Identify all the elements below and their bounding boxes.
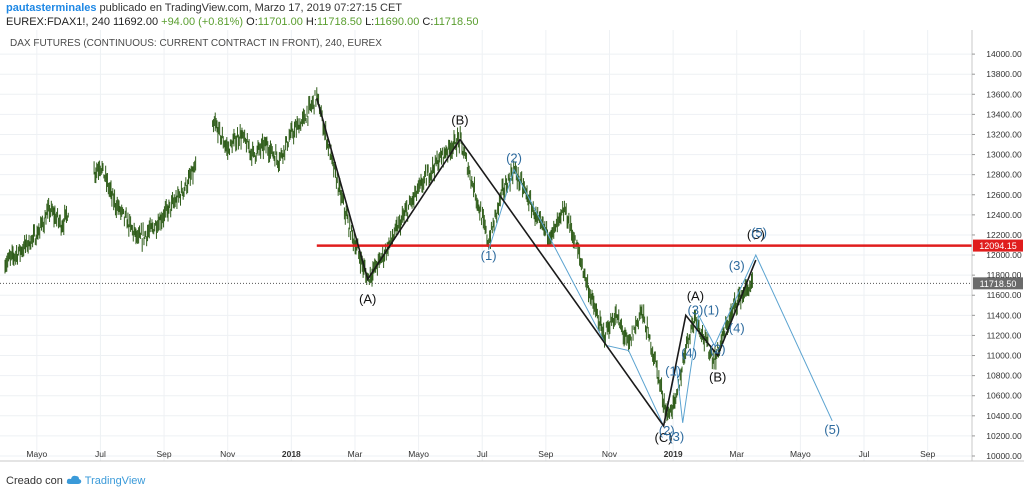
y-tick-label: 11000.00 xyxy=(987,351,1022,361)
wave-labels: (A)(B)(C)(A)(B)(C)(1)(2)(1)(2)(3)(4)(3)(… xyxy=(359,112,840,445)
y-tick-label: 12400.00 xyxy=(986,210,1022,220)
open-label: O: xyxy=(246,16,258,28)
footer: Creado con TradingView xyxy=(6,474,145,489)
y-tick-label: 12200.00 xyxy=(986,230,1022,240)
y-tick-label: 10200.00 xyxy=(986,431,1022,441)
abc-wave-label: (C) xyxy=(747,227,765,242)
y-tick-label: 14000.00 xyxy=(986,49,1022,59)
x-tick-label: Sep xyxy=(157,449,172,459)
x-tick-label: Mar xyxy=(729,449,744,459)
close-label: C: xyxy=(422,16,434,28)
impulse-wave-label: (2) xyxy=(506,151,522,166)
y-tick-label: 11800.00 xyxy=(987,270,1022,280)
impulse-wave-label: (3) xyxy=(687,302,703,317)
high-value: 11718.50 xyxy=(316,16,362,28)
y-tick-label: 12000.00 xyxy=(986,250,1022,260)
impulse-wave-label: (2) xyxy=(659,423,675,438)
x-tick-label: Mayo xyxy=(790,449,811,459)
chart-title: DAX FUTURES (CONTINUOUS: CURRENT CONTRAC… xyxy=(10,38,382,49)
abc-wave-label: (A) xyxy=(359,291,376,306)
impulse-wave-label: (1) xyxy=(665,364,681,379)
abc-wave-label: (B) xyxy=(451,112,468,127)
drawings: 11718.50 12094.15 xyxy=(0,98,1023,428)
abc-wave-label: (A) xyxy=(687,288,704,303)
resistance-price-tag xyxy=(973,239,1023,252)
x-tick-label: 2019 xyxy=(664,449,683,459)
created-with-text: Creado con xyxy=(6,475,63,487)
x-tick-label: Sep xyxy=(538,449,553,459)
y-tick-label: 13600.00 xyxy=(986,89,1022,99)
resistance-price-tag-label: 12094.15 xyxy=(979,241,1017,251)
author-name[interactable]: pautasterminales xyxy=(6,2,97,14)
x-tick-label: Sep xyxy=(920,449,935,459)
x-tick-label: 2018 xyxy=(282,449,301,459)
y-tick-label: 10400.00 xyxy=(986,411,1022,421)
y-tick-label: 13800.00 xyxy=(986,69,1022,79)
low-label: L: xyxy=(365,16,375,28)
current-price-tag xyxy=(973,277,1023,290)
x-tick-label: Jul xyxy=(859,449,870,459)
y-tick-label: 10800.00 xyxy=(986,371,1022,381)
y-tick-label: 13400.00 xyxy=(986,109,1022,119)
y-tick-label: 10000.00 xyxy=(986,451,1022,461)
y-tick-label: 13200.00 xyxy=(986,129,1022,139)
low-value: 11690.00 xyxy=(374,16,420,28)
abc-wave-label: (C) xyxy=(655,430,673,445)
x-tick-label: Jul xyxy=(477,449,488,459)
y-tick-label: 11200.00 xyxy=(987,330,1022,340)
y-tick-label: 12800.00 xyxy=(986,170,1022,180)
impulse-wave-label: (1) xyxy=(481,248,497,263)
high-label: H: xyxy=(305,16,317,28)
y-tick-label: 10600.00 xyxy=(986,391,1022,401)
open-value: 11701.00 xyxy=(257,16,303,28)
x-tick-label: Jul xyxy=(95,449,106,459)
impulse-wave-label: (4) xyxy=(729,320,745,335)
symbol-interval: EUREX:FDAX1!, 240 xyxy=(6,16,110,28)
y-tick-label: 13000.00 xyxy=(986,150,1022,160)
price-chart[interactable]: DAX FUTURES (CONTINUOUS: CURRENT CONTRAC… xyxy=(0,0,1024,470)
impulse-wave-label: (4) xyxy=(681,346,697,361)
time-axis[interactable]: Mayo Jul Sep Nov 2018 Mar Mayo Jul Sep Nov 2019 Mar… xyxy=(26,449,935,459)
x-tick-label: Mar xyxy=(348,449,363,459)
abc-wave-label: (B) xyxy=(709,370,726,385)
impulse-wave-label: (2) xyxy=(710,342,726,357)
published-text: publicado en TradingView.com, Marzo 17, … xyxy=(99,2,403,14)
price-change: +94.00 (+0.81%) xyxy=(161,16,244,28)
y-tick-label: 11400.00 xyxy=(987,310,1022,320)
tradingview-brand[interactable]: TradingView xyxy=(84,475,146,487)
impulse-wave-label: (3) xyxy=(729,258,745,273)
abc-correction-path[interactable] xyxy=(316,98,757,428)
x-tick-label: Mayo xyxy=(26,449,47,459)
ohlc-legend: EUREX:FDAX1!, 240 11692.00 +94.00 (+0.81… xyxy=(6,16,478,28)
impulse-wave-label: (5) xyxy=(751,225,767,240)
impulse-wave-label: (5) xyxy=(824,422,840,437)
last-price: 11692.00 xyxy=(113,16,159,28)
x-tick-label: Nov xyxy=(602,449,618,459)
price-axis[interactable]: 10000.00 10200.00 10400.00 10600.00 10800.00… xyxy=(972,49,1022,461)
impulse-wave-label: (3) xyxy=(668,429,684,444)
y-tick-label: 12600.00 xyxy=(986,190,1022,200)
y-tick-label: 11600.00 xyxy=(987,290,1022,300)
x-tick-label: Nov xyxy=(220,449,236,459)
close-value: 11718.50 xyxy=(433,16,479,28)
tradingview-cloud-icon xyxy=(66,474,82,489)
impulse-wave-label: (1) xyxy=(703,302,719,317)
x-tick-label: Mayo xyxy=(408,449,429,459)
chart-attribution: pautasterminales publicado en TradingVie… xyxy=(6,2,402,14)
current-price-tag-label: 11718.50 xyxy=(980,279,1017,289)
